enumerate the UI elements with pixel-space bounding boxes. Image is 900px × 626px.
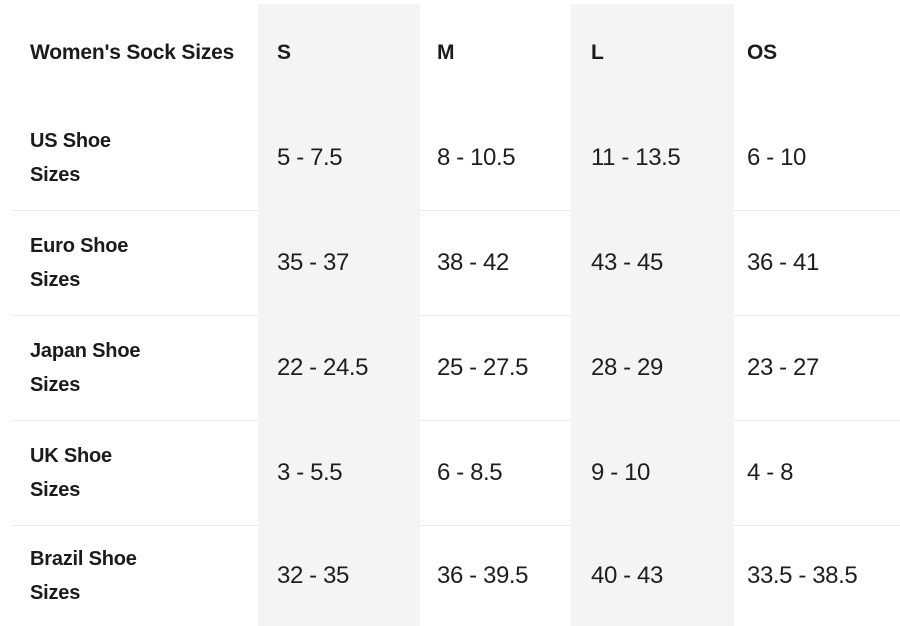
cell-value: 6 - 8.5: [437, 458, 503, 486]
row-label-line2: Sizes: [30, 478, 81, 501]
cell-value: 9 - 10: [591, 458, 650, 486]
row-label-cell: Euro Shoe Sizes: [0, 210, 258, 315]
row-label: Japan Shoe Sizes: [30, 334, 140, 402]
cell-us-os: 6 - 10: [734, 105, 900, 210]
column-header-label: OS: [747, 40, 777, 64]
row-label-line1: Euro Shoe: [30, 234, 129, 257]
row-separator: [12, 210, 900, 211]
column-header-os: OS: [734, 0, 900, 105]
row-label: UK Shoe Sizes: [30, 439, 112, 507]
cell-brazil-l: 40 - 43: [571, 525, 734, 626]
cell-uk-l: 9 - 10: [571, 420, 734, 525]
row-separator: [12, 420, 900, 421]
cell-value: 43 - 45: [591, 248, 663, 276]
row-label-line1: US Shoe: [30, 129, 111, 152]
cell-euro-l: 43 - 45: [571, 210, 734, 315]
row-label-line1: UK Shoe: [30, 444, 112, 467]
row-label-cell: UK Shoe Sizes: [0, 420, 258, 525]
cell-euro-os: 36 - 41: [734, 210, 900, 315]
cell-us-m: 8 - 10.5: [420, 105, 571, 210]
cell-brazil-m: 36 - 39.5: [420, 525, 571, 626]
cell-value: 22 - 24.5: [277, 353, 369, 381]
row-label-line1: Japan Shoe: [30, 339, 141, 362]
cell-value: 38 - 42: [437, 248, 509, 276]
row-separator: [12, 525, 900, 526]
cell-brazil-s: 32 - 35: [258, 525, 420, 626]
cell-euro-s: 35 - 37: [258, 210, 420, 315]
cell-value: 5 - 7.5: [277, 143, 343, 171]
cell-value: 32 - 35: [277, 561, 349, 589]
cell-value: 6 - 10: [747, 143, 806, 171]
cell-japan-l: 28 - 29: [571, 315, 734, 420]
cell-us-s: 5 - 7.5: [258, 105, 420, 210]
cell-value: 33.5 - 38.5: [747, 561, 858, 589]
table-header-row: Women's Sock Sizes S M L OS: [0, 0, 900, 105]
cell-value: 36 - 39.5: [437, 561, 529, 589]
table-title: Women's Sock Sizes: [30, 40, 235, 64]
table-row-euro: Euro Shoe Sizes 35 - 37 38 - 42 43 - 45 …: [0, 210, 900, 315]
column-header-l: L: [571, 0, 734, 105]
row-label-cell: US Shoe Sizes: [0, 105, 258, 210]
row-separator: [12, 315, 900, 316]
cell-value: 3 - 5.5: [277, 458, 343, 486]
cell-uk-m: 6 - 8.5: [420, 420, 571, 525]
row-label-cell: Brazil Shoe Sizes: [0, 525, 258, 626]
cell-value: 40 - 43: [591, 561, 663, 589]
row-label: Brazil Shoe Sizes: [30, 542, 137, 610]
cell-japan-m: 25 - 27.5: [420, 315, 571, 420]
row-label: US Shoe Sizes: [30, 124, 111, 192]
cell-value: 11 - 13.5: [591, 143, 681, 171]
table-row-brazil: Brazil Shoe Sizes 32 - 35 36 - 39.5 40 -…: [0, 525, 900, 626]
column-header-label: L: [591, 40, 604, 64]
cell-value: 4 - 8: [747, 458, 794, 486]
row-label-cell: Japan Shoe Sizes: [0, 315, 258, 420]
cell-value: 8 - 10.5: [437, 143, 516, 171]
column-header-label: M: [437, 40, 455, 64]
cell-japan-s: 22 - 24.5: [258, 315, 420, 420]
row-label-line2: Sizes: [30, 581, 81, 604]
cell-japan-os: 23 - 27: [734, 315, 900, 420]
cell-uk-s: 3 - 5.5: [258, 420, 420, 525]
cell-value: 23 - 27: [747, 353, 819, 381]
row-label-line1: Brazil Shoe: [30, 547, 137, 570]
column-header-m: M: [420, 0, 571, 105]
cell-uk-os: 4 - 8: [734, 420, 900, 525]
row-label-line2: Sizes: [30, 373, 81, 396]
cell-us-l: 11 - 13.5: [571, 105, 734, 210]
column-header-s: S: [258, 0, 420, 105]
table-row-japan: Japan Shoe Sizes 22 - 24.5 25 - 27.5 28 …: [0, 315, 900, 420]
row-label: Euro Shoe Sizes: [30, 229, 128, 297]
cell-brazil-os: 33.5 - 38.5: [734, 525, 900, 626]
table-row-us: US Shoe Sizes 5 - 7.5 8 - 10.5 11 - 13.5…: [0, 105, 900, 210]
cell-value: 28 - 29: [591, 353, 663, 381]
cell-value: 36 - 41: [747, 248, 819, 276]
table-title-cell: Women's Sock Sizes: [0, 0, 258, 105]
row-label-line2: Sizes: [30, 163, 81, 186]
row-label-line2: Sizes: [30, 268, 81, 291]
cell-euro-m: 38 - 42: [420, 210, 571, 315]
cell-value: 25 - 27.5: [437, 353, 529, 381]
cell-value: 35 - 37: [277, 248, 349, 276]
table-row-uk: UK Shoe Sizes 3 - 5.5 6 - 8.5 9 - 10 4 -…: [0, 420, 900, 525]
column-header-label: S: [277, 40, 291, 64]
